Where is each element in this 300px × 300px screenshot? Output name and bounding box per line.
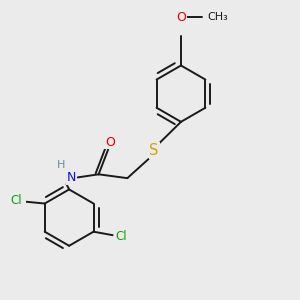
Text: Cl: Cl — [10, 194, 22, 207]
Text: H: H — [57, 160, 65, 170]
Text: N: N — [66, 171, 76, 184]
Text: CH₃: CH₃ — [208, 12, 229, 22]
Text: O: O — [176, 11, 186, 24]
Text: S: S — [149, 143, 159, 158]
Text: Cl: Cl — [115, 230, 127, 243]
Text: O: O — [105, 136, 115, 148]
